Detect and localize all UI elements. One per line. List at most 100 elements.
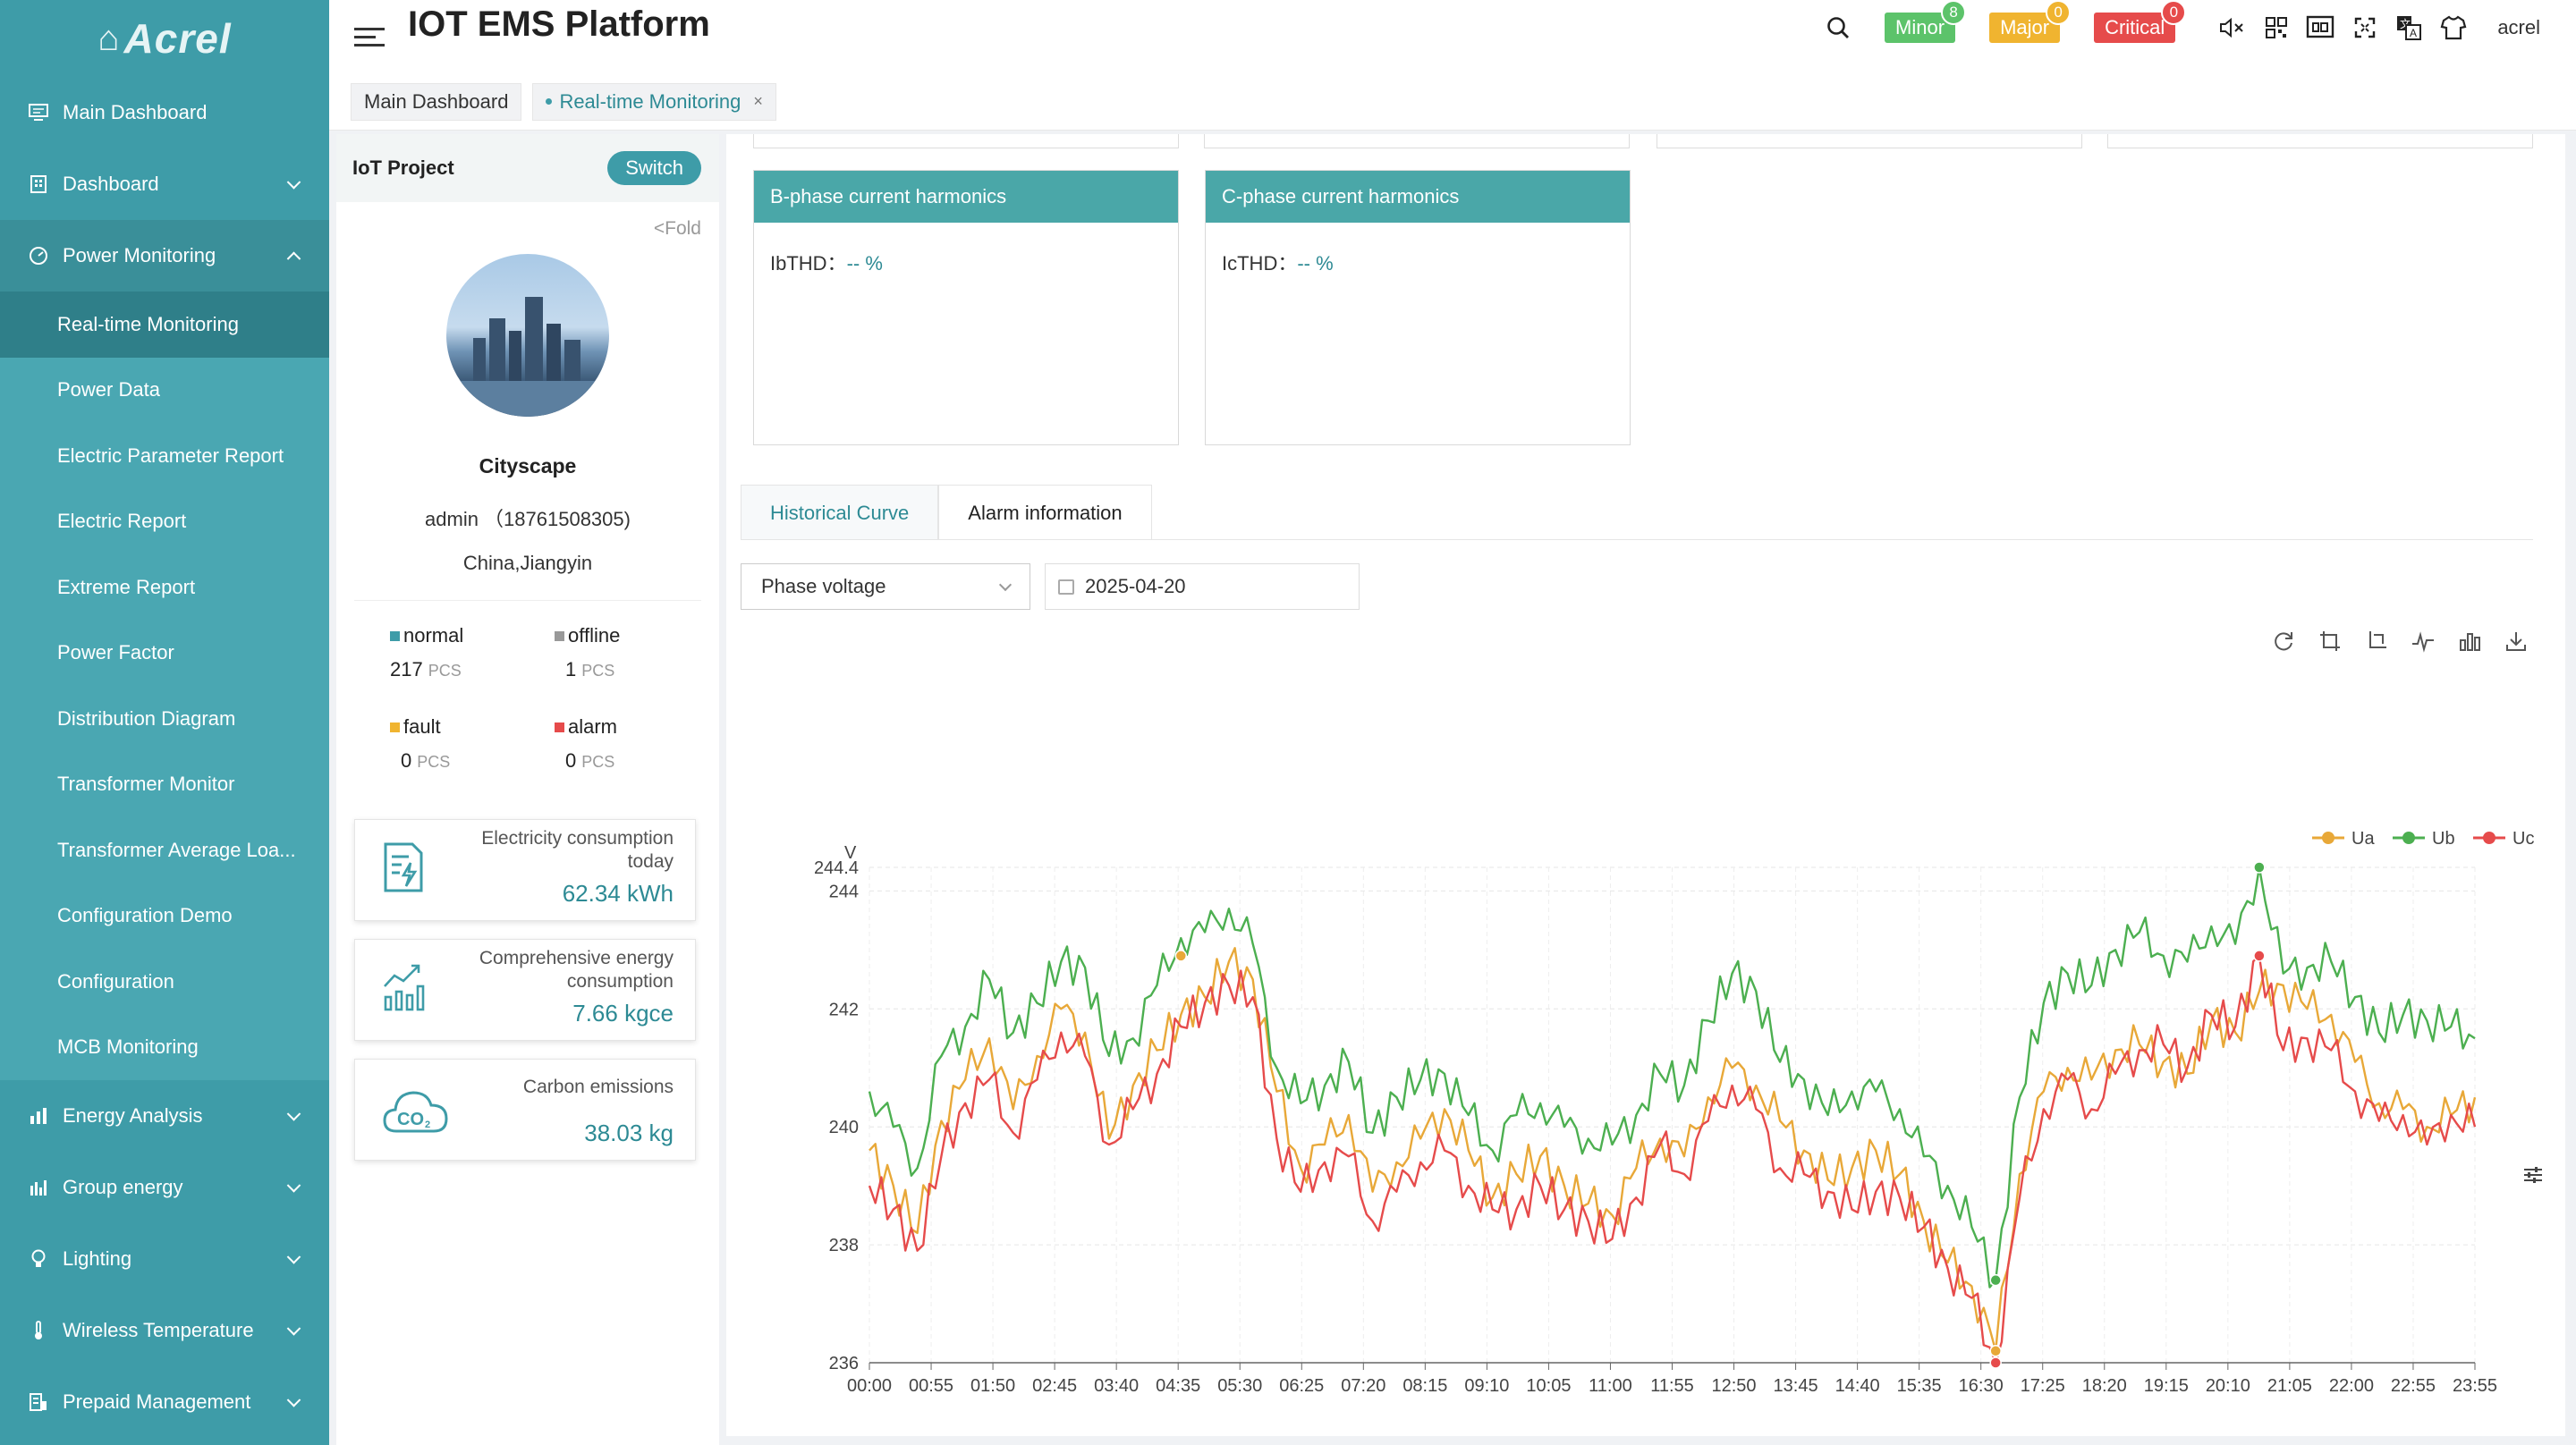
- user-name[interactable]: acrel: [2497, 16, 2540, 38]
- critical-alarm-label: Critical: [2105, 16, 2165, 38]
- x-tick-label: 12:50: [1712, 1376, 1757, 1396]
- x-tick-label: 23:55: [2453, 1376, 2497, 1396]
- thd-value: -- %: [846, 252, 883, 275]
- sidebar-item-electric-report[interactable]: Electric Report: [57, 510, 187, 533]
- top-header: IOT EMS Platform Minor 8 Major 0 Critica…: [329, 0, 2576, 73]
- sidebar-item-dashboard[interactable]: Dashboard: [0, 148, 329, 220]
- sidebar-item-transformer-average-load[interactable]: Transformer Average Loa...: [57, 838, 296, 861]
- sidebar-item-distribution-diagram[interactable]: Distribution Diagram: [57, 706, 236, 730]
- chevron-down-icon: [286, 1179, 301, 1193]
- bar-chart-icon[interactable]: [2456, 628, 2483, 655]
- slider-settings-icon[interactable]: [2522, 1164, 2544, 1190]
- select-value: Phase voltage: [761, 575, 886, 597]
- tab-realtime-monitoring[interactable]: Real-time Monitoring ×: [532, 82, 776, 121]
- divider: [354, 600, 701, 601]
- x-tick-label: 20:10: [2206, 1376, 2250, 1396]
- chevron-down-icon: [286, 1107, 301, 1121]
- tab-main-dashboard[interactable]: Main Dashboard: [351, 82, 522, 121]
- sidebar-item-mcb-monitoring[interactable]: MCB Monitoring: [57, 1035, 199, 1059]
- minor-alarm-button[interactable]: Minor 8: [1885, 0, 1967, 43]
- legend-label-Ub: Ub: [2432, 829, 2455, 849]
- tab-alarm-information[interactable]: Alarm information: [938, 485, 1152, 540]
- sidebar-item-realtime-monitoring[interactable]: Real-time Monitoring: [0, 292, 329, 358]
- x-tick-label: 18:20: [2082, 1376, 2127, 1396]
- sidebar-item-extreme-report[interactable]: Extreme Report: [57, 575, 196, 598]
- card-title: Carbon emissions: [522, 1077, 674, 1097]
- sidebar-item-configuration[interactable]: Configuration: [57, 969, 174, 993]
- carbon-emissions-card: CO 2 Carbon emissions 38.03 kg: [354, 1059, 696, 1161]
- mute-icon[interactable]: [2218, 16, 2245, 39]
- x-tick-label: 00:55: [909, 1376, 953, 1396]
- voltage-line-chart[interactable]: 236 238 240 242 244 244.4V 00:00 00:55 01:50 02:4…: [726, 671, 2565, 1445]
- sidebar-item-main-dashboard[interactable]: Main Dashboard: [0, 77, 329, 148]
- thermometer-icon: [27, 1319, 50, 1342]
- sidebar-item-configuration-demo[interactable]: Configuration Demo: [57, 904, 233, 927]
- x-tick-label: 15:35: [1897, 1376, 1942, 1396]
- sidebar-item-energy-analysis[interactable]: Energy Analysis: [0, 1080, 329, 1152]
- major-alarm-button[interactable]: Major 0: [1989, 0, 2072, 43]
- theme-shirt-icon[interactable]: [2440, 15, 2467, 40]
- sidebar-item-electric-parameter-report[interactable]: Electric Parameter Report: [57, 444, 284, 467]
- y-tick-label: 236: [829, 1354, 859, 1373]
- close-icon[interactable]: ×: [753, 92, 763, 110]
- svg-text:2: 2: [425, 1120, 430, 1130]
- header-toolbar: Minor 8 Major 0 Critical 0 文A acrel: [1797, 0, 2540, 43]
- status-fault: fault 0 PCS: [390, 715, 555, 773]
- restore-icon[interactable]: [2270, 628, 2297, 655]
- card-value: 62.34 kWh: [562, 880, 674, 907]
- switch-button[interactable]: Switch: [607, 151, 701, 185]
- sidebar-item-wireless-temperature[interactable]: Wireless Temperature: [0, 1295, 329, 1366]
- logo-mark-icon: ⌂: [97, 18, 121, 58]
- screen-display-icon[interactable]: [2306, 15, 2334, 40]
- thd-value: -- %: [1297, 252, 1334, 275]
- project-user: admin （18761508305): [425, 508, 631, 530]
- search-icon[interactable]: [1826, 15, 1851, 40]
- x-tick-label: 14:40: [1835, 1376, 1880, 1396]
- project-label: IoT Project: [352, 156, 454, 179]
- x-tick-label: 22:55: [2391, 1376, 2436, 1396]
- parameter-select[interactable]: Phase voltage: [741, 563, 1030, 610]
- translate-icon[interactable]: 文A: [2395, 14, 2422, 41]
- series-line-Ub: [868, 866, 2476, 1289]
- status-label: fault: [403, 715, 441, 738]
- sidebar-item-label: Main Dashboard: [63, 101, 208, 123]
- sidebar-item-transformer-monitor[interactable]: Transformer Monitor: [57, 773, 235, 796]
- prepaid-icon: [27, 1390, 50, 1414]
- x-tick-label: 22:00: [2329, 1376, 2374, 1396]
- main-content: B-phase current harmonics IbTHD：-- % C-p…: [726, 134, 2565, 1436]
- growth-chart-icon: [382, 961, 425, 1018]
- tab-historical-curve[interactable]: Historical Curve: [741, 485, 939, 540]
- comprehensive-energy-card: Comprehensive energy consumption 7.66 kg…: [354, 939, 696, 1041]
- download-icon[interactable]: [2503, 628, 2529, 655]
- x-tick-label: 16:30: [1959, 1376, 2004, 1396]
- sidebar-item-prepaid-management[interactable]: Prepaid Management: [0, 1366, 329, 1438]
- building-icon: [27, 173, 50, 196]
- sidebar-item-power-monitoring[interactable]: Power Monitoring: [0, 220, 329, 292]
- line-chart-icon[interactable]: [2410, 628, 2436, 655]
- card-edge: [1204, 134, 1630, 148]
- sidebar-item-group-energy[interactable]: Group energy: [0, 1152, 329, 1223]
- chevron-down-icon: [286, 1322, 301, 1336]
- card-edge: [753, 134, 1179, 148]
- sidebar: ⌂ Acrel Main Dashboard Dashboard Power M…: [0, 0, 329, 1445]
- zoom-icon[interactable]: [2317, 628, 2343, 655]
- y-tick-label: 240: [829, 1118, 859, 1137]
- date-picker[interactable]: 2025-04-20: [1045, 563, 1360, 610]
- monitor-icon: [27, 101, 50, 124]
- electricity-document-icon: [382, 841, 425, 898]
- fold-link[interactable]: <Fold: [653, 218, 701, 239]
- sidebar-item-lighting[interactable]: Lighting: [0, 1223, 329, 1295]
- fullscreen-icon[interactable]: [2354, 17, 2376, 38]
- sidebar-item-power-factor[interactable]: Power Factor: [57, 641, 174, 664]
- extreme-point-marker: [2253, 861, 2266, 874]
- card-title: B-phase current harmonics: [754, 171, 1178, 223]
- menu-toggle-icon[interactable]: [354, 22, 385, 52]
- x-tick-label: 13:45: [1774, 1376, 1818, 1396]
- critical-alarm-button[interactable]: Critical 0: [2094, 0, 2187, 43]
- qr-code-icon[interactable]: [2265, 16, 2288, 39]
- sidebar-item-power-data[interactable]: Power Data: [57, 378, 160, 401]
- y-tick-label: 238: [829, 1236, 859, 1255]
- status-alarm: alarm 0 PCS: [555, 715, 719, 773]
- extreme-point-marker: [2253, 950, 2266, 962]
- zoom-reset-icon[interactable]: [2363, 628, 2390, 655]
